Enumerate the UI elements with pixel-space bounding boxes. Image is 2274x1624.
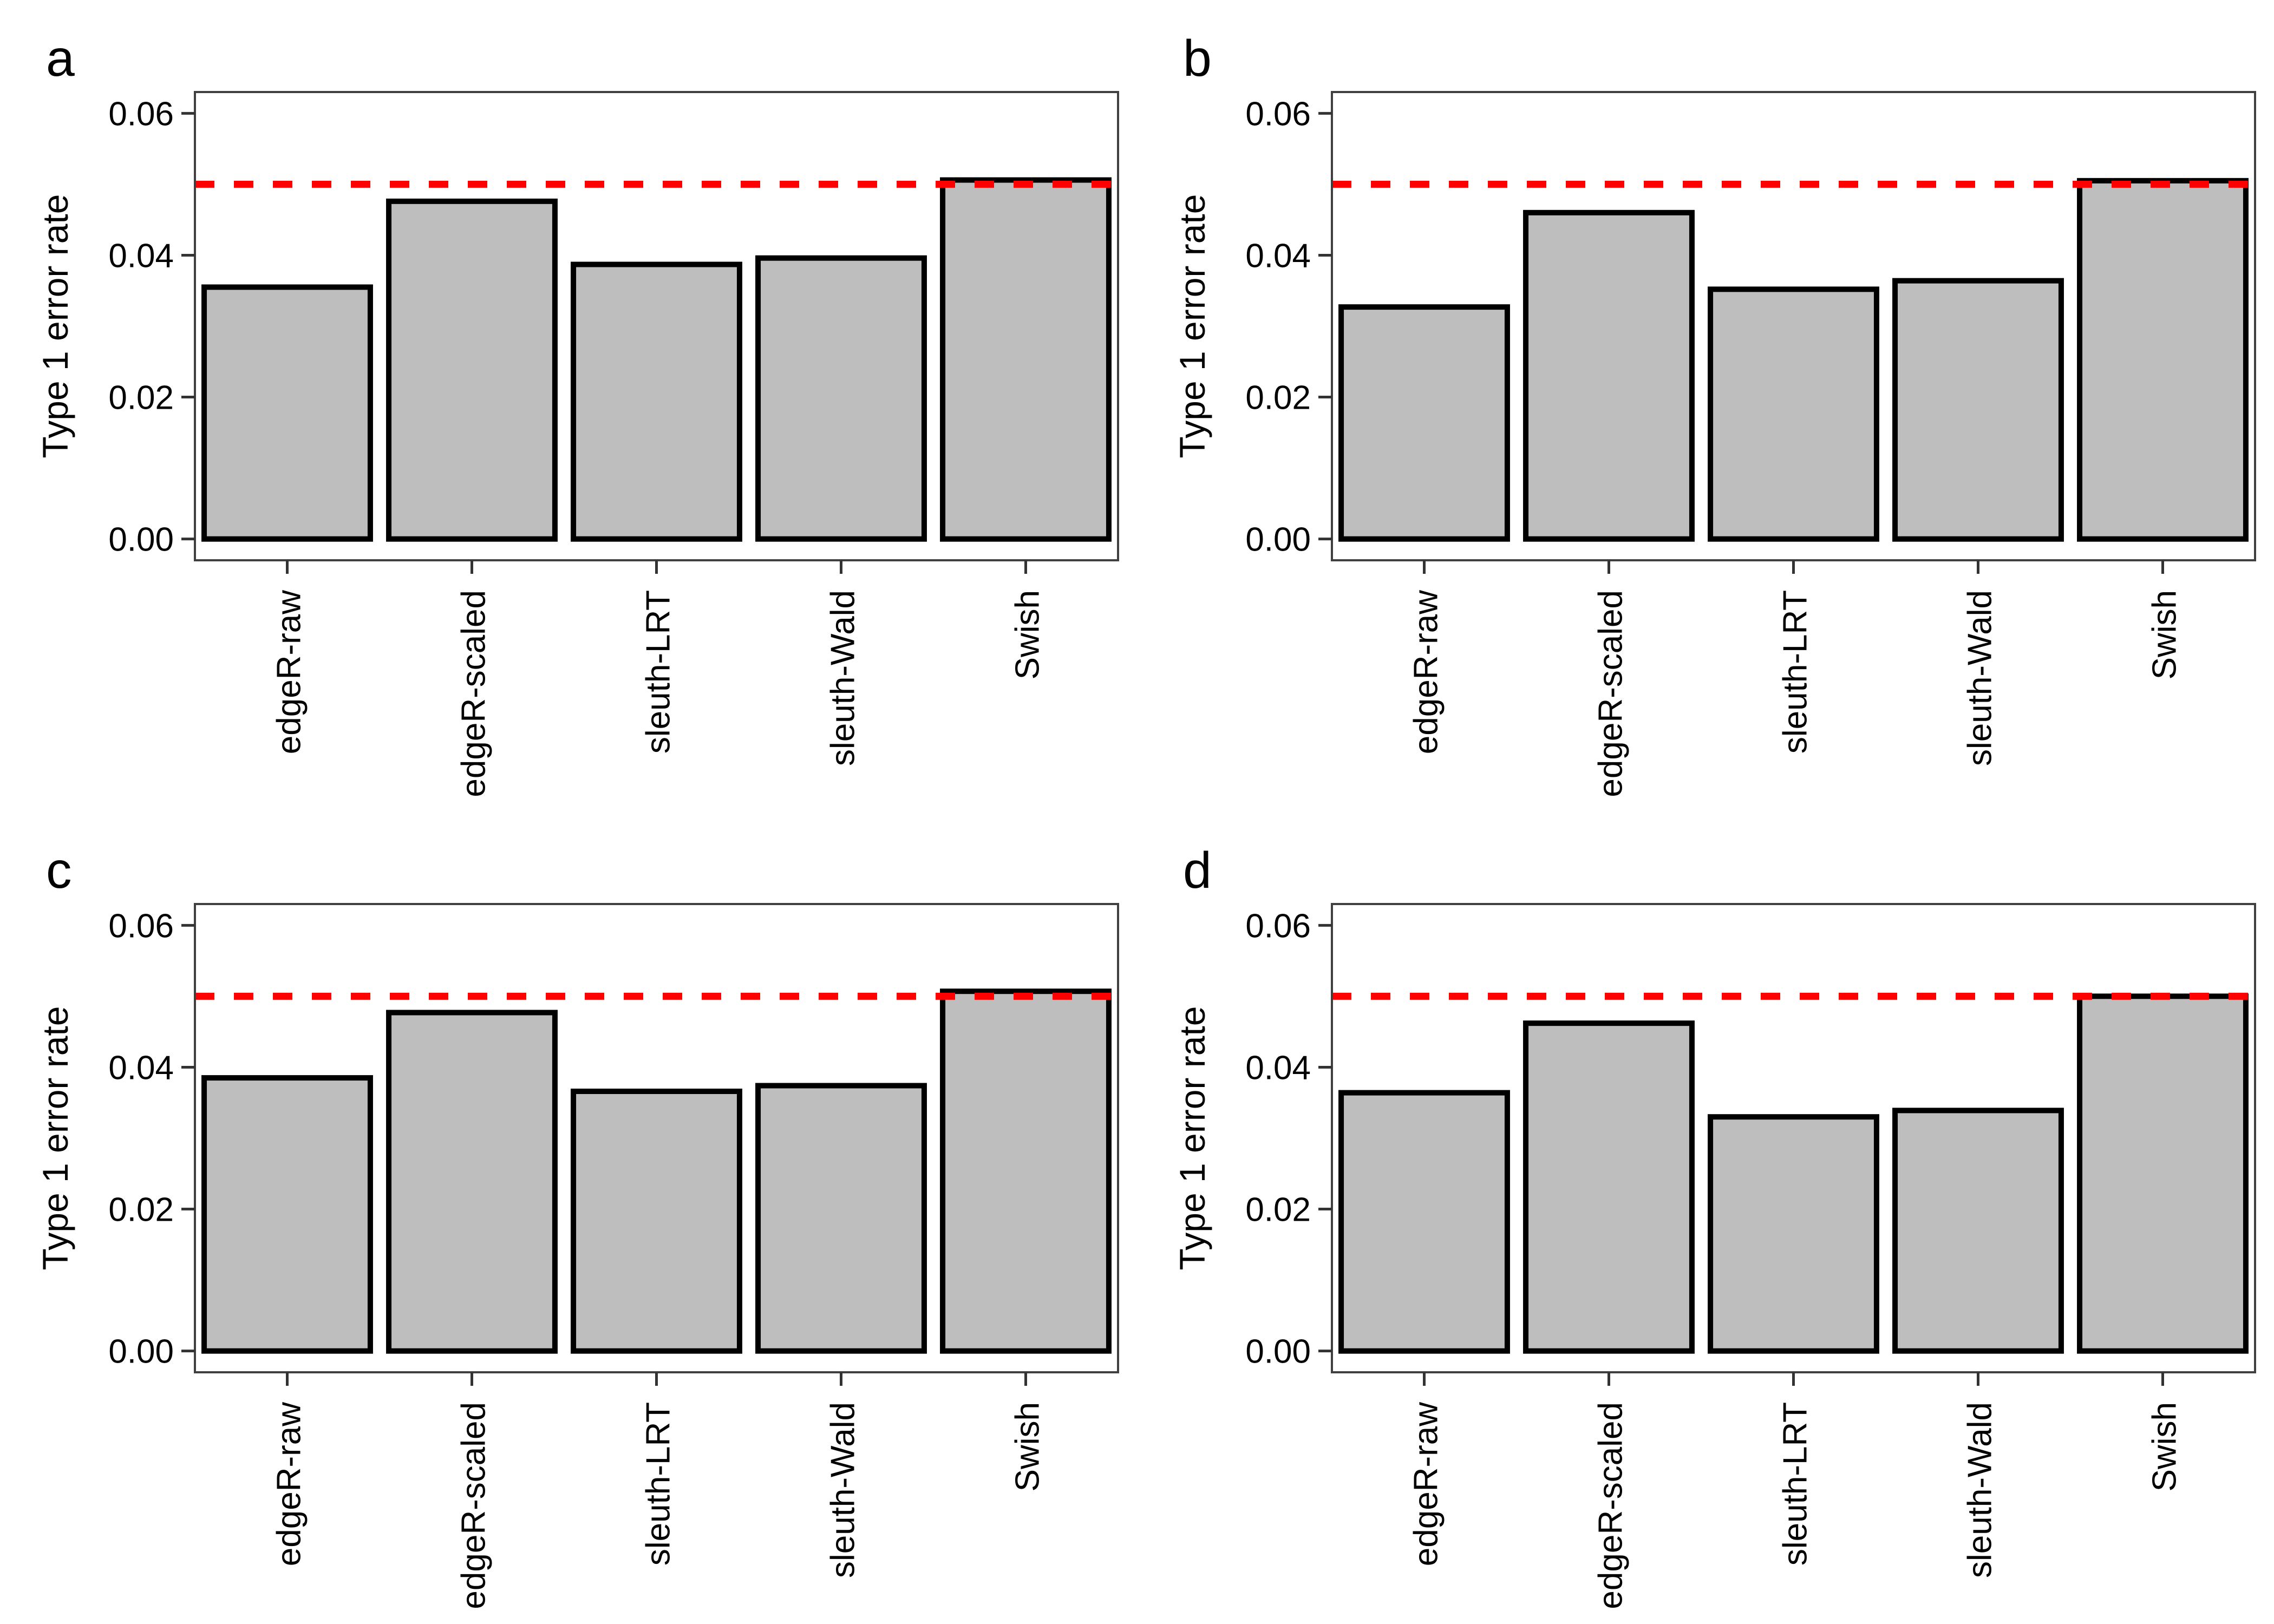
y-axis-title: Type 1 error rate bbox=[1172, 1006, 1212, 1271]
bar-sleuth-Wald bbox=[755, 1083, 927, 1354]
y-tick-label: 0.00 bbox=[1245, 1333, 1311, 1371]
bar-Swish bbox=[2077, 993, 2249, 1354]
y-tick-label: 0.04 bbox=[1245, 1049, 1311, 1086]
bar-edgeR-raw bbox=[1338, 304, 1510, 542]
y-tick-label: 0.04 bbox=[1245, 237, 1311, 274]
panel-c: 0.00 0.02 0.04 0.06 edgeR-raw edgeR-scaled sle… bbox=[0, 812, 1137, 1624]
x-tick-label: edgeR-scaled bbox=[1592, 1402, 1630, 1609]
y-tick-label: 0.02 bbox=[108, 379, 174, 417]
panel-letter: d bbox=[1183, 842, 1212, 899]
panel-a: 0.00 0.02 0.04 0.06 edgeR-raw edgeR-scaled sle… bbox=[0, 0, 1137, 812]
y-tick-label: 0.04 bbox=[108, 237, 174, 274]
x-tick-label: sleuth-LRT bbox=[1777, 1402, 1814, 1566]
x-tick-label: edgeR-raw bbox=[271, 1402, 308, 1566]
x-tick-label: Swish bbox=[1009, 590, 1047, 679]
bar-sleuth-LRT bbox=[1708, 1114, 1879, 1354]
x-tick-label: sleuth-Wald bbox=[825, 1402, 862, 1578]
y-tick-label: 0.00 bbox=[108, 1333, 174, 1371]
x-tick-label: sleuth-Wald bbox=[1962, 1402, 1999, 1578]
bar-edgeR-scaled bbox=[386, 1010, 558, 1354]
x-tick-label: edgeR-raw bbox=[1408, 590, 1445, 754]
x-tick-label: sleuth-Wald bbox=[825, 590, 862, 766]
x-tick-label: edgeR-raw bbox=[1408, 1402, 1445, 1566]
y-tick-label: 0.06 bbox=[108, 907, 174, 945]
y-tick-label: 0.00 bbox=[108, 521, 174, 559]
bar-sleuth-LRT bbox=[571, 261, 742, 542]
panel-letter: c bbox=[46, 842, 72, 899]
bar-sleuth-LRT bbox=[571, 1089, 742, 1354]
bar-Swish bbox=[2077, 178, 2249, 542]
panel-d-chart: 0.00 0.02 0.04 0.06 edgeR-raw edgeR-scaled sle… bbox=[1172, 842, 2256, 1609]
x-tick-label: edgeR-scaled bbox=[455, 1402, 493, 1609]
x-tick-label: sleuth-LRT bbox=[640, 1402, 677, 1566]
bar-edgeR-scaled bbox=[1523, 1020, 1695, 1354]
x-tick-label: Swish bbox=[2146, 590, 2184, 679]
y-tick-label: 0.04 bbox=[108, 1049, 174, 1086]
x-tick-label: Swish bbox=[2146, 1402, 2184, 1491]
y-tick-label: 0.02 bbox=[108, 1191, 174, 1229]
y-tick-label: 0.06 bbox=[1245, 907, 1311, 945]
bar-edgeR-scaled bbox=[1523, 209, 1695, 542]
x-tick-label: sleuth-LRT bbox=[640, 590, 677, 754]
panel-d: 0.00 0.02 0.04 0.06 edgeR-raw edgeR-scaled sle… bbox=[1137, 812, 2274, 1624]
y-tick-label: 0.06 bbox=[108, 95, 174, 133]
bar-edgeR-scaled bbox=[386, 198, 558, 542]
x-tick-label: edgeR-scaled bbox=[1592, 590, 1630, 797]
x-tick-label: edgeR-raw bbox=[271, 590, 308, 754]
bar-edgeR-raw bbox=[201, 1075, 373, 1354]
y-tick-label: 0.02 bbox=[1245, 379, 1311, 417]
y-tick-label: 0.00 bbox=[1245, 521, 1311, 559]
bar-edgeR-raw bbox=[1338, 1090, 1510, 1354]
panel-letter: a bbox=[46, 30, 75, 87]
bar-Swish bbox=[940, 177, 1112, 542]
y-tick-label: 0.06 bbox=[1245, 95, 1311, 133]
panel-letter: b bbox=[1183, 30, 1212, 87]
x-tick-label: Swish bbox=[1009, 1402, 1047, 1491]
x-tick-label: sleuth-LRT bbox=[1777, 590, 1814, 754]
bar-sleuth-LRT bbox=[1708, 286, 1879, 542]
x-tick-label: sleuth-Wald bbox=[1962, 590, 1999, 766]
y-axis-title: Type 1 error rate bbox=[35, 194, 75, 459]
x-tick-label: edgeR-scaled bbox=[455, 590, 493, 797]
bar-edgeR-raw bbox=[201, 284, 373, 542]
bar-sleuth-Wald bbox=[1892, 1108, 2064, 1354]
panel-b: 0.00 0.02 0.04 0.06 edgeR-raw edgeR-scaled sle… bbox=[1137, 0, 2274, 812]
bar-sleuth-Wald bbox=[1892, 278, 2064, 542]
bar-sleuth-Wald bbox=[755, 255, 927, 542]
y-tick-label: 0.02 bbox=[1245, 1191, 1311, 1229]
bar-Swish bbox=[940, 988, 1112, 1354]
panel-a-chart: 0.00 0.02 0.04 0.06 edgeR-raw edgeR-scaled sle… bbox=[35, 30, 1119, 797]
y-axis-title: Type 1 error rate bbox=[35, 1006, 75, 1271]
y-axis-title: Type 1 error rate bbox=[1172, 194, 1212, 459]
panel-c-chart: 0.00 0.02 0.04 0.06 edgeR-raw edgeR-scaled sle… bbox=[35, 842, 1119, 1609]
panel-b-chart: 0.00 0.02 0.04 0.06 edgeR-raw edgeR-scaled sle… bbox=[1172, 30, 2256, 797]
